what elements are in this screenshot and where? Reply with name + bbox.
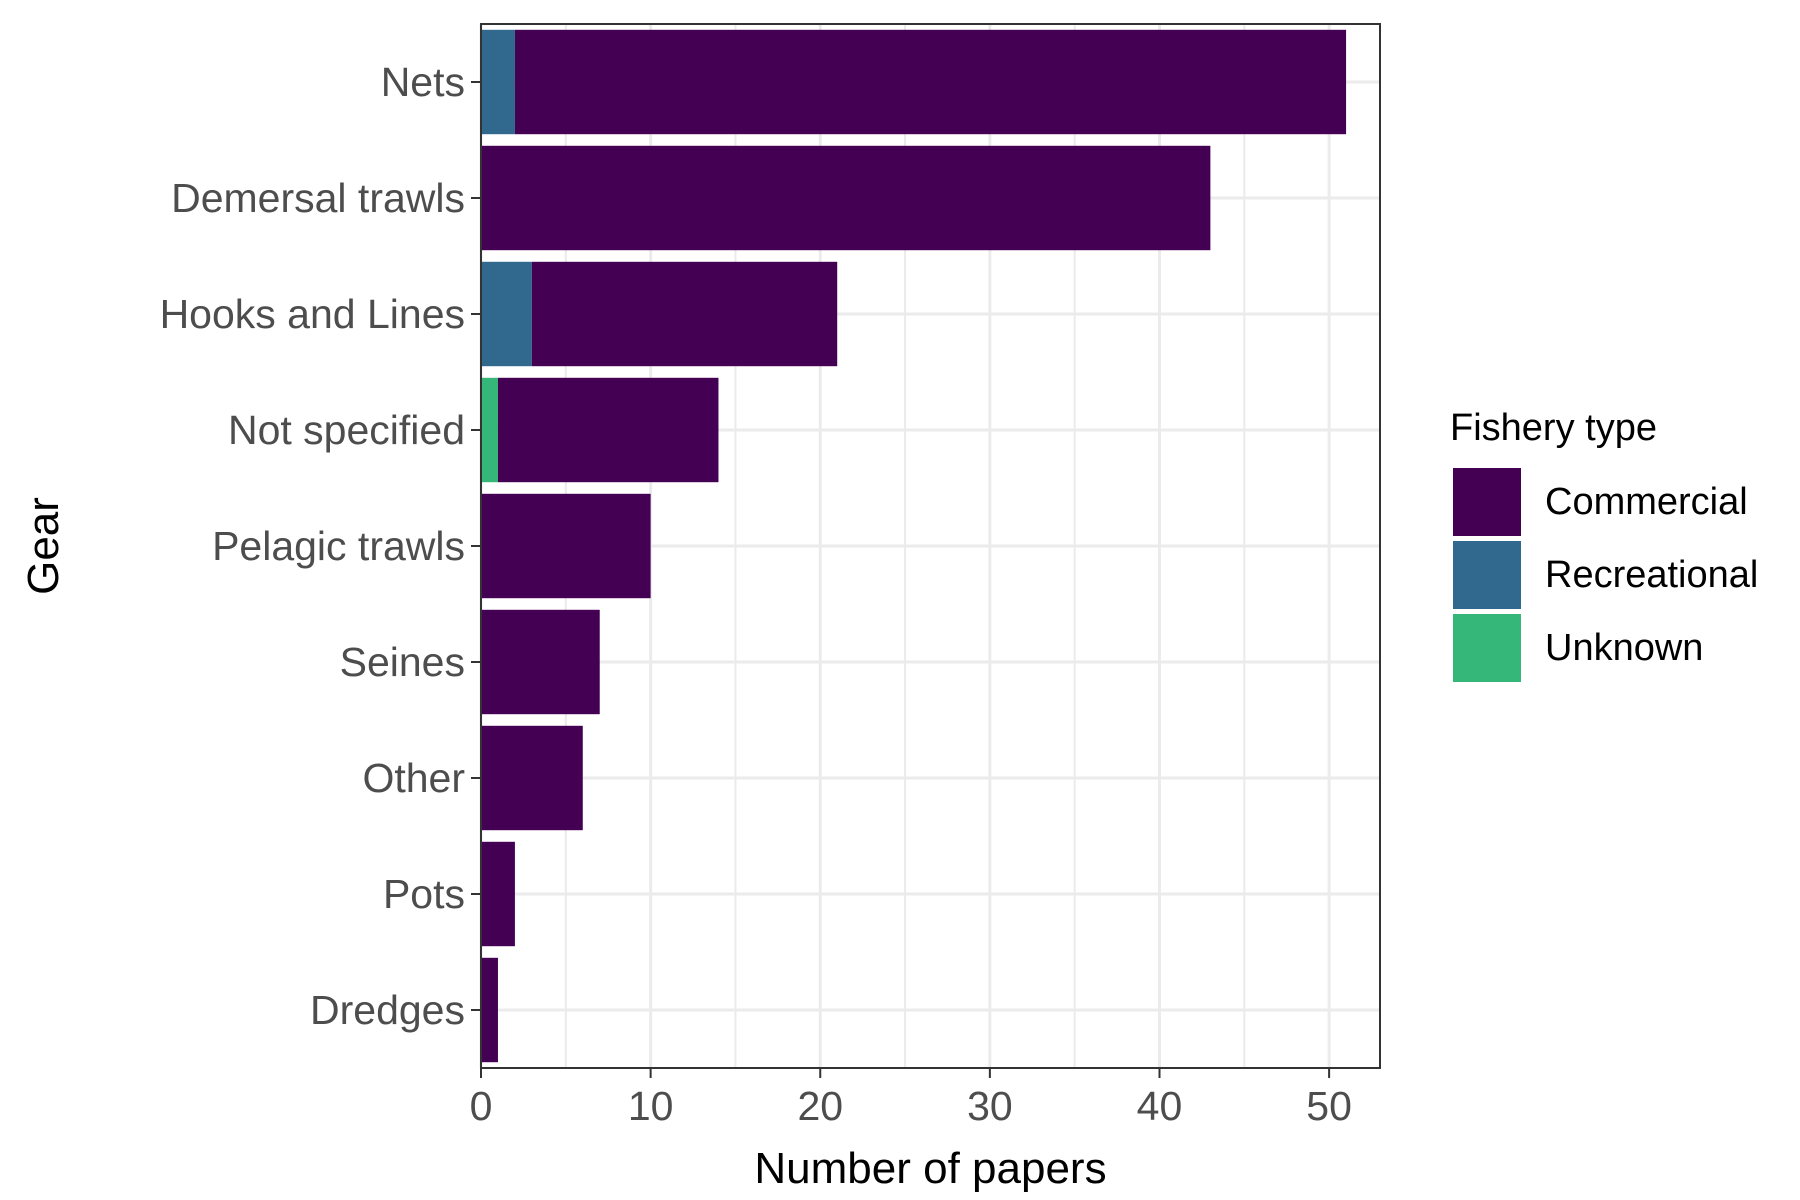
x-tick-label: 10 [628,1083,674,1129]
y-tick-label: Seines [340,639,465,685]
x-tick-label: 50 [1306,1083,1352,1129]
legend-items: Commercial Recreational Unknown [1453,468,1758,682]
y-axis: Nets Demersal trawls Hooks and Lines Not sp… [160,59,481,1033]
x-axis: 0 10 20 30 40 50 [470,1068,1352,1129]
bar-commercial-not-specified [497,377,719,483]
bar-commercial-nets [514,29,1347,135]
x-tick-label: 20 [797,1083,843,1129]
legend: Fishery type Commercial Recreational Unkno… [1450,407,1758,682]
legend-label-recreational: Recreational [1545,554,1758,596]
y-tick-label: Other [362,755,465,801]
x-tick-label: 0 [470,1083,493,1129]
y-tick-label: Nets [381,59,465,105]
legend-key-recreational [1453,541,1521,609]
legend-label-unknown: Unknown [1545,627,1703,669]
y-tick-label: Hooks and Lines [160,291,465,337]
y-tick-label: Not specified [228,407,465,453]
x-tick-label: 40 [1137,1083,1183,1129]
bar-commercial-dredges [481,957,498,1063]
legend-label-commercial: Commercial [1545,481,1748,523]
bar-commercial-seines [481,609,600,715]
bars [481,29,1347,1063]
bar-commercial-hooks-and-lines [531,261,838,367]
legend-key-commercial [1453,468,1521,536]
y-tick-label: Pelagic trawls [212,523,465,569]
bar-commercial-pelagic-trawls [481,493,651,599]
x-tick-label: 30 [967,1083,1013,1129]
bar-commercial-demersal-trawls [481,145,1211,251]
bar-commercial-other [481,725,583,831]
bar-recreational-nets [481,29,515,135]
bar-recreational-hooks-and-lines [481,261,532,367]
y-tick-label: Dredges [310,987,465,1033]
bar-commercial-pots [481,841,515,947]
x-axis-title: Number of papers [754,1144,1106,1193]
bar-unknown-not-specified [481,377,498,483]
legend-key-unknown [1453,614,1521,682]
y-axis-title: Gear [19,497,68,595]
plot-panel [479,23,1381,1069]
legend-title: Fishery type [1450,407,1657,449]
y-tick-label: Demersal trawls [171,175,465,221]
y-tick-label: Pots [383,871,465,917]
